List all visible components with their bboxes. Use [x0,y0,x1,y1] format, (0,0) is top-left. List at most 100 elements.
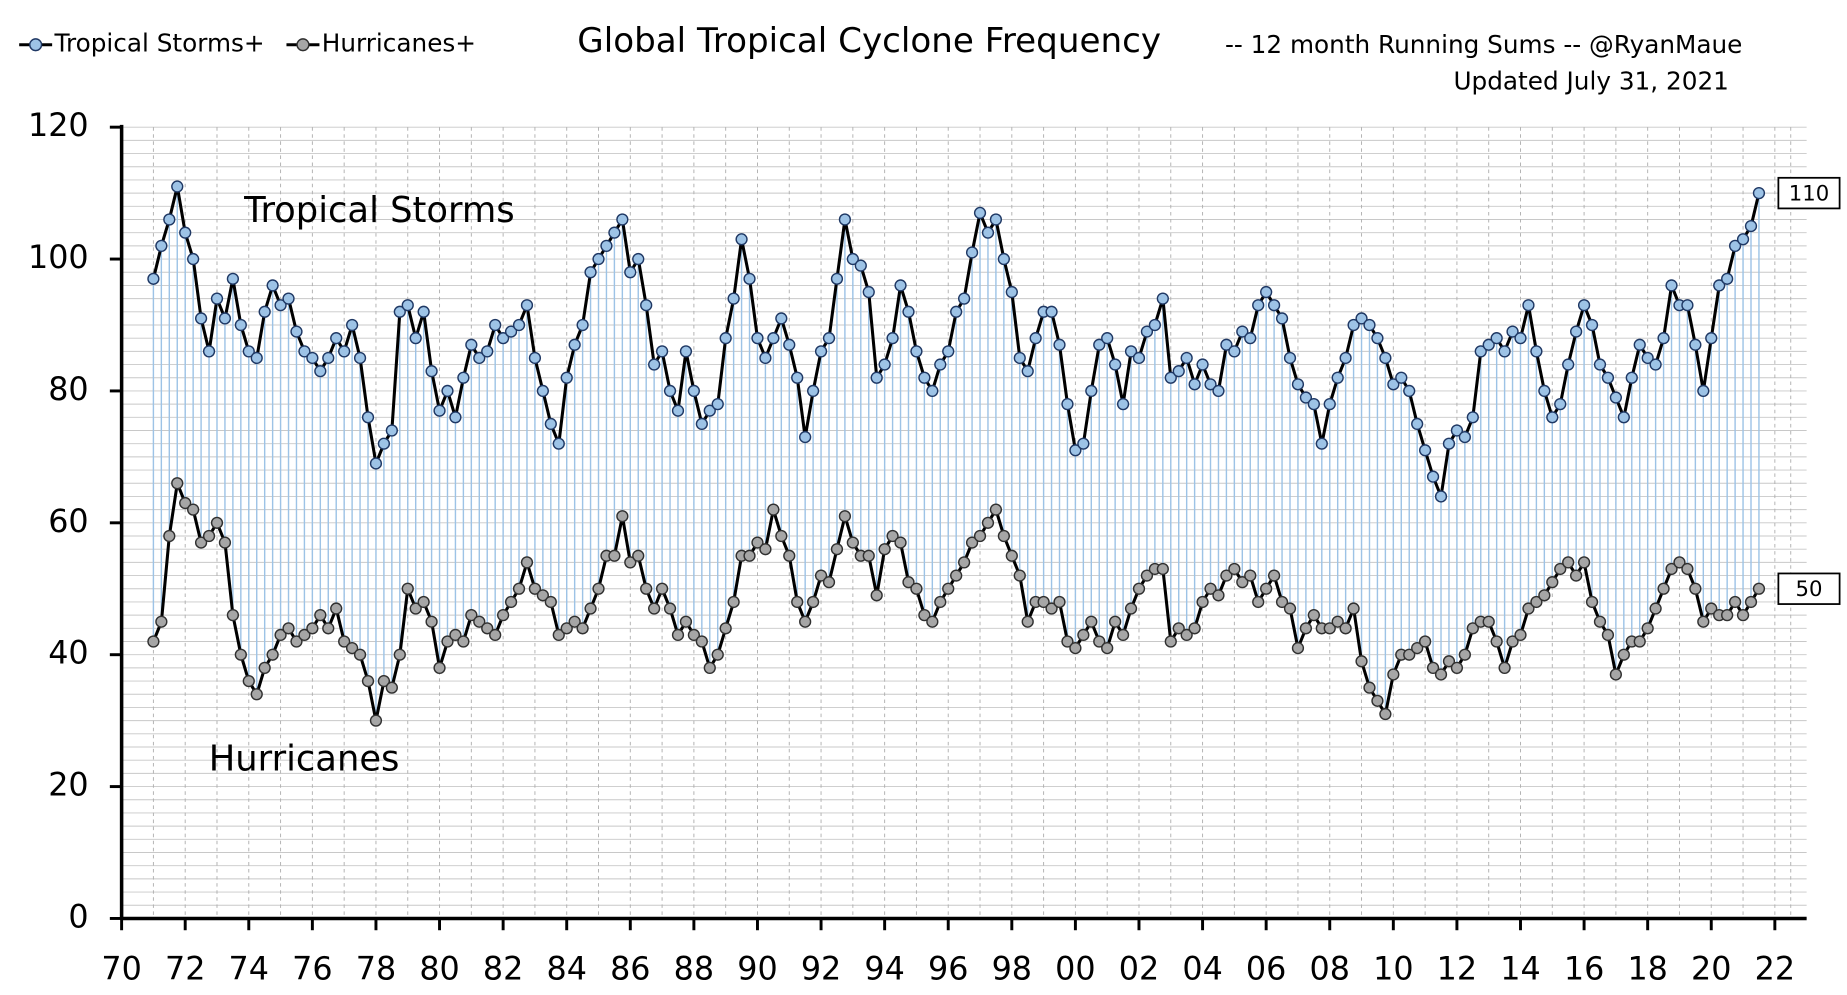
x-tick-label: 22 [1755,950,1795,987]
data-point [1124,602,1138,615]
annotation: Tropical Storms [243,190,515,231]
data-point [1387,668,1400,681]
data-point [1498,345,1511,358]
data-point [1498,661,1511,675]
data-point [894,536,907,549]
data-point [1641,351,1654,365]
data-point [989,503,1003,516]
data-point [822,332,836,345]
data-point [1411,641,1424,655]
data-point [1260,285,1273,299]
data-point [401,582,414,595]
data-point [338,345,351,358]
data-point [1291,641,1305,655]
data-point [266,648,279,661]
data-point [703,404,716,417]
data-point [1442,655,1456,668]
data-point [226,609,240,622]
data-point [1164,371,1177,384]
data-point [194,312,208,325]
updated-note: Updated July 31, 2021 [1453,66,1728,95]
data-point [783,549,796,562]
data-point [814,569,828,582]
data-point [1291,378,1305,391]
data-point [1490,332,1503,345]
data-point [314,609,327,622]
data-point [1252,595,1265,609]
data-point [1450,424,1464,437]
data-point [481,622,494,635]
data-point [1657,332,1670,345]
data-point [520,299,534,312]
data-point [1188,622,1201,635]
end-label: 110 [1789,180,1829,205]
data-point [560,622,573,635]
data-point [1196,595,1209,609]
data-point [1689,338,1702,351]
data-point [632,252,645,266]
data-point [886,332,899,345]
data-point [218,312,232,325]
data-point [1585,318,1599,332]
data-point [218,536,232,549]
data-point [1164,635,1177,648]
data-point [997,252,1010,266]
data-point [584,266,597,279]
data-point [862,285,875,299]
data-point [497,332,510,345]
data-point [942,345,955,358]
data-point [1442,437,1456,450]
data-point [1220,338,1233,351]
data-point [361,674,375,688]
data-point [417,305,430,318]
data-point [1554,562,1567,576]
data-point [473,615,486,628]
data-point [719,332,732,345]
data-point [632,549,645,562]
data-point [902,576,915,589]
data-point [1538,589,1551,602]
data-point [751,536,764,549]
end-label: 50 [1796,576,1823,601]
data-point [1736,233,1750,246]
data-point [1625,371,1638,384]
data-point [481,345,494,358]
data-point [870,371,883,384]
data-point [1522,299,1535,312]
data-point [147,272,160,285]
x-tick-label: 96 [928,950,968,987]
data-point [640,582,653,595]
data-point [608,549,621,562]
data-point [1395,371,1408,384]
data-point [1411,417,1424,431]
data-point [600,239,613,252]
data-point [1339,622,1352,635]
data-point [369,457,383,470]
data-point [1252,299,1265,312]
x-tick-label: 90 [737,950,777,987]
x-tick-label: 84 [546,950,586,987]
data-point [1236,325,1249,338]
data-point [854,259,867,272]
x-tick-label: 06 [1246,950,1286,987]
data-point [663,602,677,615]
data-point [465,338,478,351]
x-tick-label: 02 [1119,950,1159,987]
data-point [1093,635,1106,648]
data-point [934,358,947,371]
data-point [171,477,184,490]
x-tick-label: 04 [1182,950,1222,987]
data-point [1546,576,1559,589]
data-point [719,622,732,635]
data-point [210,292,224,305]
data-point [1323,398,1336,411]
x-tick-label: 86 [610,950,650,987]
data-point [298,345,311,358]
data-point [1069,641,1082,655]
data-point [1736,609,1750,622]
data-point [242,674,255,688]
data-point [1275,312,1289,325]
data-point [1721,272,1734,285]
data-point [155,615,168,628]
